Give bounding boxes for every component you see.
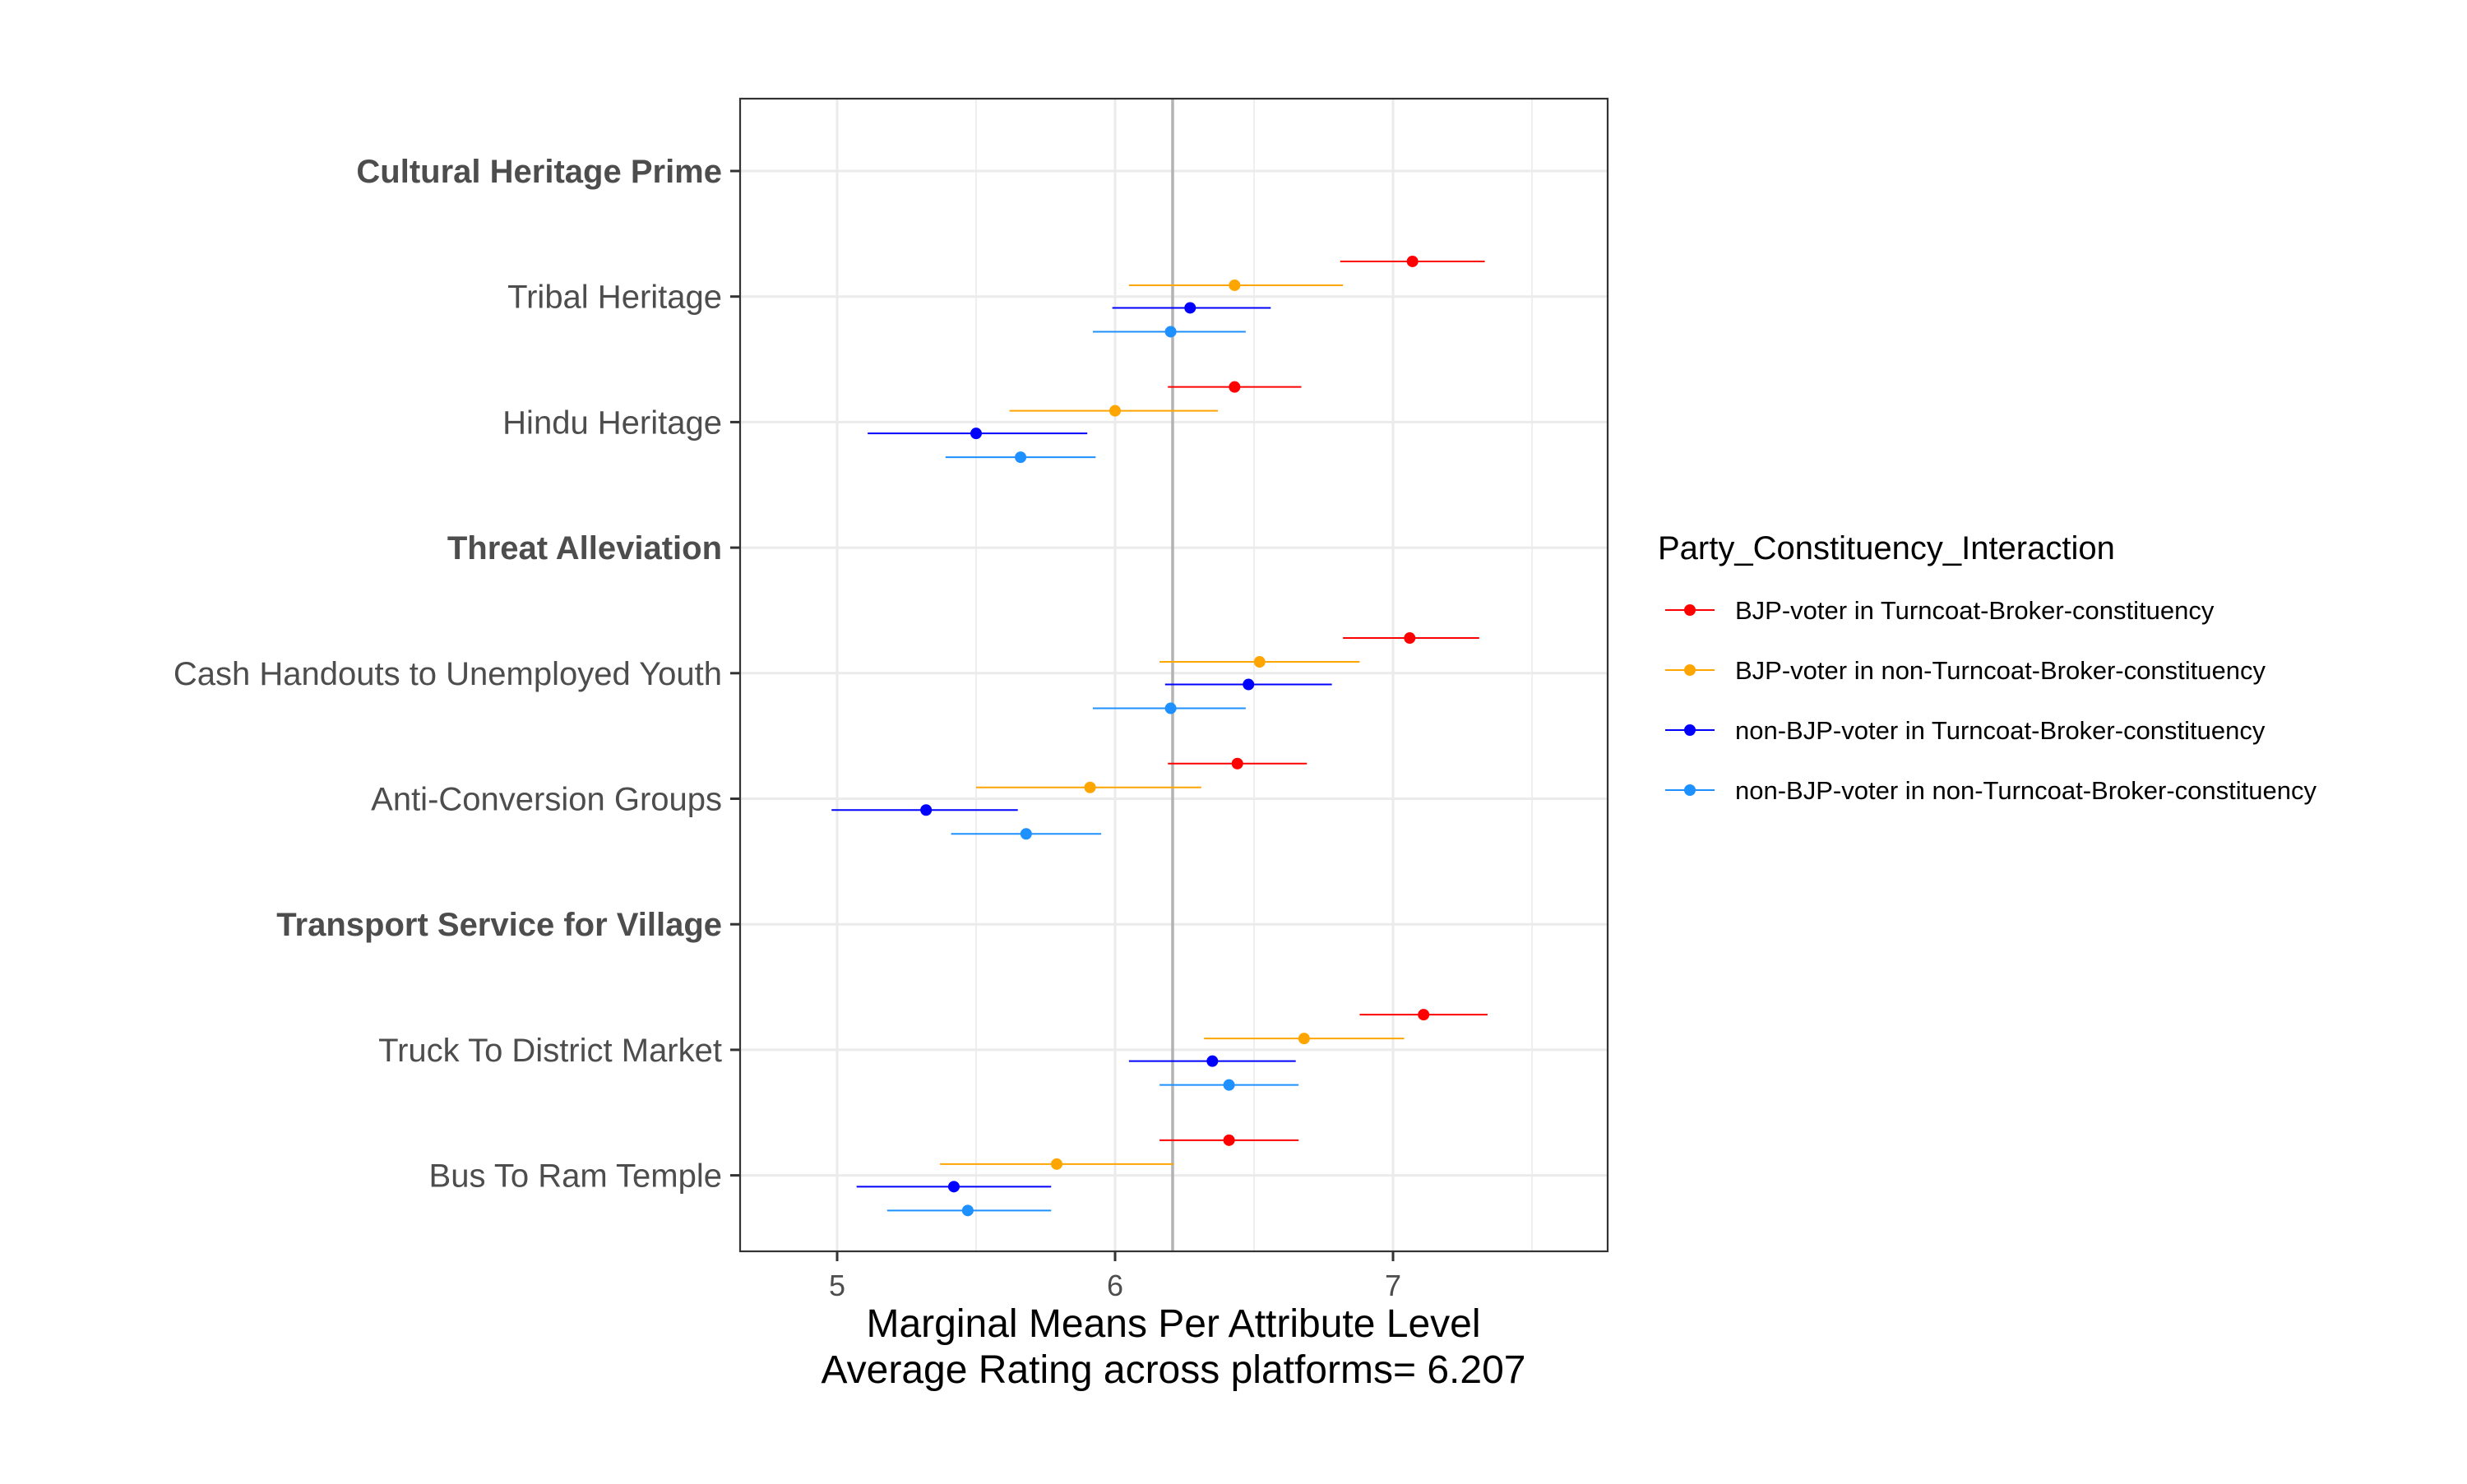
estimate-point [1223,1134,1235,1146]
legend-key-point [1684,784,1696,796]
estimate-point [920,804,933,816]
legend-key-point [1684,664,1696,676]
y-axis-level-label: Hindu Heritage [502,405,722,441]
estimate-point [1164,326,1177,338]
legend-label: non-BJP-voter in Turncoat-Broker-constit… [1735,716,2266,745]
estimate-point [947,1181,960,1193]
legend-label: non-BJP-voter in non-Turncoat-Broker-con… [1735,776,2317,805]
series-1 [1159,255,1488,1146]
y-axis-group-label: Threat Alleviation [447,530,722,566]
y-axis-level-label: Bus To Ram Temple [429,1158,722,1195]
series-3 [831,302,1332,1193]
estimate-point [1184,302,1196,314]
legend-title: Party_Constituency_Interaction [1658,530,2115,566]
y-axis: Cultural Heritage Prime Tribal Heritage Hi… [174,154,740,1195]
estimate-point [1231,757,1243,770]
x-axis-tick-label: 6 [1107,1269,1123,1302]
plot-panel-border [738,97,1609,1253]
estimate-point [1223,1079,1235,1091]
estimate-point [1015,451,1027,464]
y-axis-level-label: Cash Handouts to Unemployed Youth [174,656,722,692]
estimate-point [1406,255,1419,267]
estimate-point [1418,1009,1430,1021]
y-axis-level-label: Truck To District Market [378,1033,722,1069]
estimate-point [1206,1055,1219,1067]
estimate-point [1229,279,1241,291]
legend-key-point [1684,724,1696,736]
estimate-point [961,1204,974,1217]
estimate-point [1298,1033,1310,1045]
y-axis-group-label: Transport Service for Village [276,907,722,943]
legend-item: non-BJP-voter in non-Turncoat-Broker-con… [1665,776,2317,805]
y-axis-level-label: Anti-Conversion Groups [371,782,722,818]
estimate-point [1051,1158,1063,1170]
x-axis: 5 6 7 [829,1251,1401,1302]
x-axis-subtitle: Average Rating across platforms= 6.207 [822,1348,1526,1392]
legend-label: BJP-voter in non-Turncoat-Broker-constit… [1735,656,2266,685]
legend-key-point [1684,604,1696,616]
legend-label: BJP-voter in Turncoat-Broker-constituenc… [1735,596,2215,625]
estimate-point [1229,381,1241,393]
series-2 [940,279,1405,1170]
estimate-point [1164,702,1177,714]
estimate-point [1020,828,1032,840]
series-4 [886,326,1299,1217]
legend-item: BJP-voter in Turncoat-Broker-constituenc… [1665,596,2215,625]
estimate-point [1109,405,1121,417]
estimate-point [970,428,982,440]
x-axis-tick-label: 5 [829,1269,845,1302]
legend-item: non-BJP-voter in Turncoat-Broker-constit… [1665,716,2266,745]
x-axis-tick-label: 7 [1385,1269,1401,1302]
y-axis-level-label: Tribal Heritage [507,280,722,316]
estimate-point [1084,781,1096,793]
x-axis-title: Marginal Means Per Attribute Level [866,1302,1480,1346]
legend-item: BJP-voter in non-Turncoat-Broker-constit… [1665,656,2266,685]
estimate-point [1404,632,1416,645]
estimate-point [1253,656,1266,668]
y-axis-group-label: Cultural Heritage Prime [356,154,722,190]
series-layer [831,255,1488,1217]
estimate-point [1243,678,1255,691]
legend: Party_Constituency_Interaction BJP-voter… [1658,530,2317,805]
